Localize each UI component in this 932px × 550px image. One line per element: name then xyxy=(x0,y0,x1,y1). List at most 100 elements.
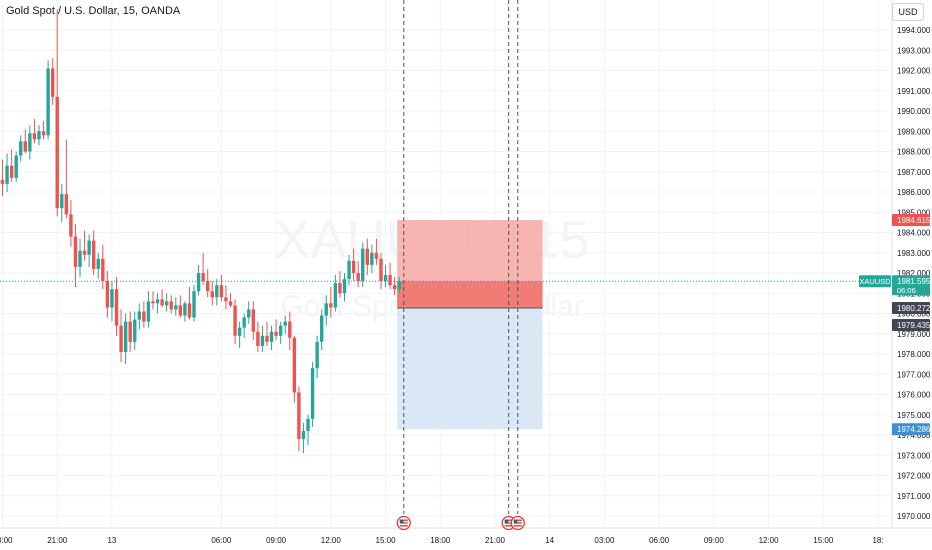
active-loss-zone xyxy=(397,281,543,308)
candle-body xyxy=(397,281,401,290)
candle-body xyxy=(164,301,169,306)
price-label-bg-marker xyxy=(892,318,930,331)
x-tick-label: 18: xyxy=(872,536,883,545)
candle-body xyxy=(32,133,37,140)
candle-body xyxy=(356,273,360,282)
candle-body xyxy=(169,301,173,310)
y-tick-label: 1982.000 xyxy=(897,269,931,278)
candle-body xyxy=(146,301,151,322)
x-tick-label: 18:00 xyxy=(0,536,13,545)
candle-body xyxy=(87,240,91,255)
candle-body xyxy=(347,260,351,280)
event-flags[interactable] xyxy=(396,515,525,531)
y-tick-label: 1984.000 xyxy=(897,229,931,238)
candle-body xyxy=(288,321,292,338)
candle-body xyxy=(155,299,160,304)
candle-body xyxy=(160,299,164,306)
y-tick-label: 1975.000 xyxy=(897,411,931,420)
take-profit-zone xyxy=(397,307,543,430)
price-axis[interactable]: 1970.000 1971.000 1972.000 1973.000 1974.000… xyxy=(891,0,932,550)
candle-body xyxy=(174,305,178,310)
y-tick-label: 1976.000 xyxy=(897,391,931,400)
candle-body xyxy=(69,214,73,237)
price-label-entry: 1980.272 xyxy=(897,304,931,313)
candle-body xyxy=(265,335,269,342)
candle-body xyxy=(137,311,141,320)
price-label-bg-entry xyxy=(892,301,930,314)
candle-body xyxy=(338,283,342,294)
candle-body xyxy=(329,303,333,308)
candle-body xyxy=(292,337,297,393)
flag-stripe xyxy=(399,525,408,527)
candle-body xyxy=(101,258,105,282)
y-tick-label: 1974.000 xyxy=(897,431,931,440)
currency-button[interactable]: USD xyxy=(892,3,924,21)
candle-body xyxy=(5,165,9,184)
y-tick-label: 1972.000 xyxy=(897,472,931,481)
candle-body xyxy=(37,131,41,140)
flag-stripe xyxy=(399,519,408,521)
us-flag-icon[interactable] xyxy=(510,515,525,531)
candle-body xyxy=(201,273,205,282)
candle-body xyxy=(55,96,59,209)
y-tick-label: 1991.000 xyxy=(897,87,931,96)
candle-body xyxy=(46,68,50,136)
candle-body xyxy=(41,131,46,136)
y-tick-label: 1992.000 xyxy=(897,67,931,76)
candle-body xyxy=(60,194,64,209)
x-tick-label: 18:00 xyxy=(430,536,451,545)
price-labels: 1984.615 1980.272 1979.435 1974.286 XAUUSD 19… xyxy=(859,214,931,436)
flag-stripe xyxy=(504,525,513,527)
time-axis-bg xyxy=(0,528,932,550)
price-label-bg-target xyxy=(892,423,930,436)
y-tick-label: 1978.000 xyxy=(897,350,931,359)
x-tick-label: 06:00 xyxy=(649,536,670,545)
x-tick-label: 15:00 xyxy=(376,536,397,545)
candle-body xyxy=(237,327,242,336)
candle-body xyxy=(0,179,5,184)
candle-body xyxy=(242,317,246,328)
current-price-label: 1981.595 xyxy=(897,277,931,286)
candle-body xyxy=(73,236,78,267)
x-tick-label: 03:00 xyxy=(594,536,615,545)
candle-body xyxy=(274,331,278,336)
symbol-tag-bg xyxy=(859,275,891,288)
x-tick-label: 21:00 xyxy=(485,536,506,545)
x-tick-label: 12:00 xyxy=(759,536,780,545)
time-axis[interactable]: 18:00 21:00 13 06:00 09:00 12:00 15:00 18:00 21:… xyxy=(0,527,932,550)
candle-body xyxy=(64,194,69,215)
candle-body xyxy=(78,250,82,267)
us-flag-icon[interactable] xyxy=(396,515,411,531)
symbol-tag: XAUUSD xyxy=(859,277,891,286)
y-tick-label: 1994.000 xyxy=(897,26,931,35)
candle-body xyxy=(306,418,310,431)
price-label-target: 1974.286 xyxy=(897,425,931,434)
candle-body xyxy=(23,141,27,152)
y-tick-label: 1985.000 xyxy=(897,208,931,217)
candle-body xyxy=(342,279,347,294)
candle-body xyxy=(192,291,196,318)
candle-body xyxy=(114,289,119,326)
candle-body xyxy=(50,68,55,97)
y-tick-label: 1980.000 xyxy=(897,310,931,319)
candle-body xyxy=(278,325,283,336)
position-zones[interactable] xyxy=(397,220,543,430)
candle-body xyxy=(178,305,183,316)
price-label-marker: 1979.435 xyxy=(897,321,931,330)
candle-body xyxy=(310,368,315,419)
candles xyxy=(0,9,401,454)
candle-body xyxy=(379,258,383,282)
candle-body xyxy=(151,301,155,304)
flag-stripe xyxy=(513,519,522,521)
candle-body xyxy=(320,315,324,342)
candle-body xyxy=(297,392,301,440)
y-tick-label: 1971.000 xyxy=(897,492,931,501)
candle-body xyxy=(119,325,123,352)
x-tick-label: 09:00 xyxy=(704,536,725,545)
candle-body xyxy=(269,331,274,342)
flag-canton xyxy=(504,519,509,523)
y-tick-label: 1970.000 xyxy=(897,512,931,521)
candle-body xyxy=(110,289,114,308)
